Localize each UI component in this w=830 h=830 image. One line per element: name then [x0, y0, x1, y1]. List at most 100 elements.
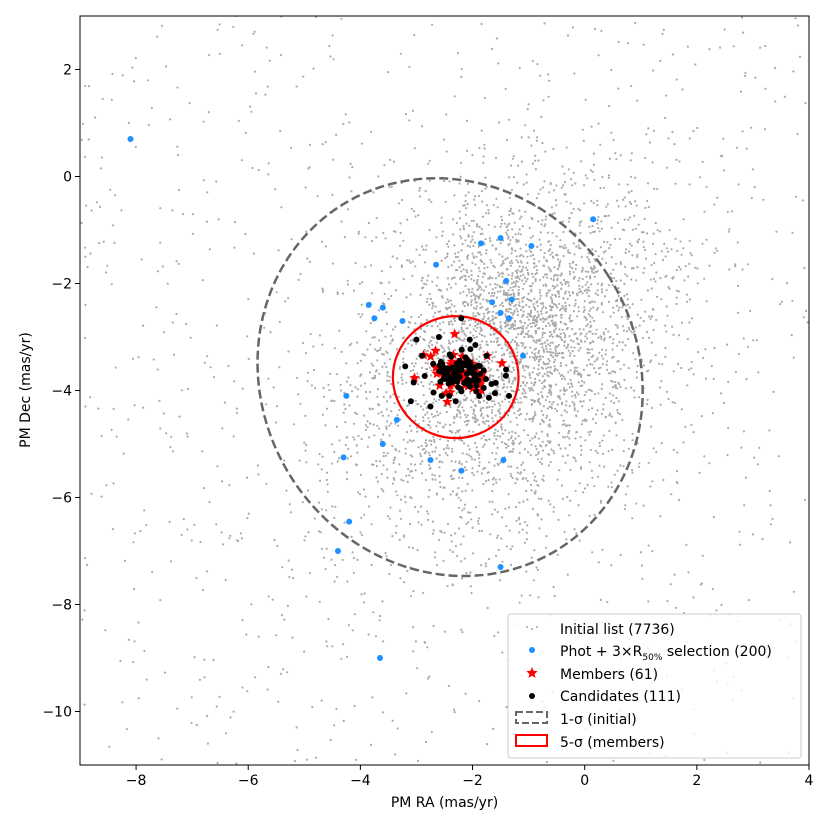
x-tick-label: −6: [238, 773, 259, 789]
candidate-point: [505, 392, 512, 399]
legend-item-phot: Phot + 3×R50% selection (200): [529, 644, 772, 663]
legend-label-candidates: Candidates (111): [560, 689, 681, 705]
member-star: [449, 328, 460, 339]
candidate-point: [402, 363, 409, 370]
one-sigma-ellipse: [256, 177, 644, 578]
candidate-point: [476, 392, 483, 399]
candidate-point: [419, 352, 426, 359]
phot-selection-point: [477, 240, 484, 247]
candidate-point: [472, 342, 479, 349]
candidate-point: [445, 380, 452, 387]
candidate-point: [473, 382, 480, 389]
phot-selection-point: [127, 136, 134, 143]
y-tick-label: 0: [63, 170, 72, 186]
phot-selection-point: [379, 441, 386, 447]
candidate-point: [470, 377, 477, 384]
member-star: [496, 357, 508, 368]
phot-selection-point: [427, 457, 434, 464]
member-star: [442, 396, 453, 407]
red-star-icon: [526, 667, 538, 678]
candidate-point: [463, 362, 470, 369]
candidate-point: [477, 371, 484, 378]
phot-selection-point: [346, 518, 353, 525]
candidate-point: [452, 398, 459, 405]
phot-selection-point: [505, 315, 512, 322]
legend-label-phot-subscript: 50%: [642, 653, 662, 663]
legend-small-dot: [531, 628, 533, 630]
member-star: [476, 385, 487, 396]
phot-selection-point: [508, 296, 515, 303]
candidate-point: [483, 352, 490, 359]
phot-selection-point: [379, 304, 386, 311]
phot-selection-point: [528, 243, 535, 250]
candidate-point: [473, 388, 480, 395]
candidate-point: [468, 363, 475, 370]
y-axis-ticks: 2 0 −2 −4 −6 −8 −10: [42, 63, 80, 721]
candidate-points: [402, 315, 512, 410]
candidate-point: [438, 392, 445, 399]
phot-selection-point: [520, 352, 527, 359]
blue-dot-icon: [529, 647, 535, 653]
candidate-point: [446, 392, 453, 399]
x-tick-label: 2: [692, 773, 701, 789]
legend-label-members: Members (61): [560, 667, 658, 683]
candidate-point: [480, 367, 487, 374]
phot-selection-point: [393, 416, 400, 423]
phot-selection-point: [377, 655, 384, 661]
phot-selection-point: [497, 564, 504, 571]
candidate-point: [467, 383, 474, 390]
phot-selection-point: [497, 235, 504, 242]
candidate-point: [427, 403, 434, 410]
phot-selection-point: [399, 317, 406, 324]
candidate-point: [436, 362, 443, 369]
candidate-point: [456, 374, 463, 381]
x-axis-ticks: −8 −6 −4 −2 0 2 4: [126, 765, 814, 789]
phot-selection-point: [500, 457, 507, 464]
phot-selection-point: [371, 315, 378, 322]
candidate-point: [437, 378, 444, 385]
candidate-point: [457, 362, 464, 369]
candidate-point: [452, 371, 459, 378]
candidate-point: [466, 336, 473, 343]
member-star: [434, 379, 445, 390]
legend-label-phot-tail: selection (200): [662, 644, 771, 660]
candidate-point: [502, 372, 509, 379]
legend-box: [507, 613, 802, 759]
candidate-point: [407, 398, 414, 405]
legend-label-5sigma: 5-σ (members): [560, 735, 665, 751]
phot-selection-point: [489, 299, 496, 306]
x-tick-label: 4: [805, 773, 814, 789]
candidate-point: [485, 394, 492, 401]
legend-item-members: Members (61): [526, 667, 658, 683]
phot-selection-point: [340, 454, 347, 461]
phot-selection-point: [590, 216, 597, 223]
y-tick-label: −10: [42, 705, 72, 721]
candidate-point: [467, 346, 474, 353]
legend-item-5sigma: 5-σ (members): [515, 734, 665, 751]
candidate-point: [445, 367, 452, 374]
phot-selection-point: [503, 277, 510, 284]
legend-small-dot: [526, 626, 528, 628]
legend-label-1sigma: 1-σ (initial): [560, 712, 637, 728]
y-tick-label: −4: [51, 384, 72, 400]
candidate-point: [492, 379, 499, 386]
candidate-point: [430, 389, 437, 396]
y-tick-label: 2: [63, 63, 72, 79]
legend-item-initial: Initial list (7736): [526, 622, 675, 638]
legend-label-initial: Initial list (7736): [560, 622, 675, 638]
candidate-point: [491, 390, 498, 397]
legend-label-phot-main: Phot + 3×R: [560, 644, 643, 660]
y-tick-label: −2: [51, 277, 72, 293]
five-sigma-ellipse: [391, 315, 520, 440]
candidate-point: [413, 336, 420, 343]
y-axis-label: PM Dec (mas/yr): [18, 332, 34, 448]
x-tick-label: −8: [126, 773, 147, 789]
candidate-point: [471, 370, 478, 377]
phot-selection-point: [433, 261, 440, 268]
x-axis-label: PM RA (mas/yr): [391, 795, 498, 811]
phot-selection-point: [458, 467, 465, 474]
y-tick-label: −6: [51, 491, 72, 507]
candidate-point: [421, 372, 428, 379]
phot-selection-points: [127, 136, 597, 661]
legend-item-1sigma: 1-σ (initial): [515, 711, 637, 728]
